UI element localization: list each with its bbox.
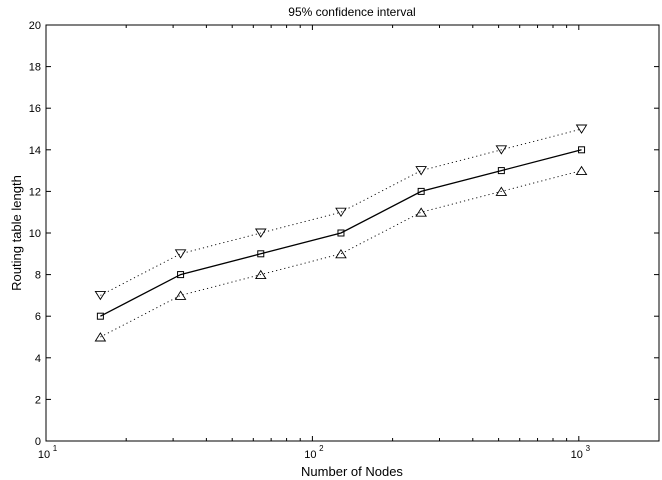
x-tick-label: 10 (571, 449, 583, 461)
marker-upper (174, 249, 187, 259)
y-tick-label: 0 (35, 436, 41, 448)
marker-lower (335, 248, 347, 259)
marker-mean (497, 167, 505, 175)
marker-upper (254, 228, 267, 238)
y-tick-label: 20 (29, 20, 41, 32)
y-axis: 0 2 4 6 8 10 12 14 16 18 20 (29, 20, 659, 448)
y-tick-label: 18 (29, 62, 41, 74)
plot-frame (45, 24, 660, 442)
marker-lower (495, 186, 508, 196)
x-tick-exponent: 1 (53, 444, 58, 453)
marker-lower (254, 269, 267, 280)
y-tick-label: 8 (35, 270, 41, 282)
plot-series (94, 124, 588, 342)
y-tick-label: 14 (29, 145, 41, 157)
chart-title: 95% confidence interval (288, 5, 415, 19)
y-tick-label: 10 (29, 228, 41, 240)
series-line-upper (100, 128, 582, 296)
marker-lower (415, 207, 427, 217)
x-axis-title: Number of Nodes (301, 464, 403, 479)
y-tick-label: 4 (35, 353, 41, 365)
y-tick-label: 12 (29, 186, 41, 198)
y-axis-title: Routing table length (9, 175, 24, 291)
marker-mean (257, 250, 265, 258)
marker-mean (337, 229, 345, 237)
x-tick-label: 10 (38, 449, 50, 461)
x-tick-exponent: 2 (319, 444, 324, 453)
marker-upper (94, 290, 107, 301)
series-line-lower (100, 170, 582, 338)
marker-upper (495, 145, 508, 155)
marker-mean (96, 312, 104, 320)
marker-lower (94, 332, 107, 342)
y-tick-label: 16 (29, 103, 41, 115)
marker-mean (417, 187, 425, 195)
marker-lower (575, 165, 588, 176)
series-line-mean (100, 149, 582, 317)
y-tick-label: 2 (35, 394, 41, 406)
marker-upper (415, 166, 427, 176)
y-tick-label: 6 (35, 311, 41, 323)
x-tick-label: 10 (304, 449, 316, 461)
marker-lower (174, 290, 187, 300)
marker-mean (177, 271, 185, 279)
x-tick-exponent: 3 (586, 444, 591, 453)
marker-upper (575, 124, 588, 134)
marker-mean (578, 146, 586, 154)
marker-upper (335, 207, 347, 218)
